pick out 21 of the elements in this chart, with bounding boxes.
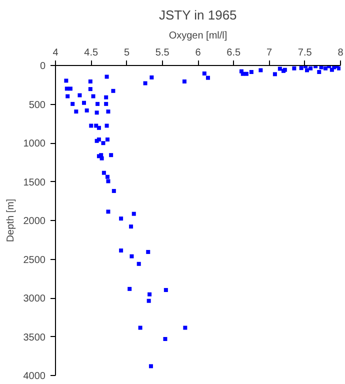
y-tick-label: 500: [28, 100, 46, 111]
y-tick-label: 4000: [23, 371, 46, 382]
y-tick-label: 2500: [23, 254, 46, 266]
x-tick-label: 5.5: [155, 48, 170, 58]
x-tick-label: 8: [338, 48, 344, 58]
y-tick-label: 3000: [23, 294, 46, 304]
x-tick-label: 6.5: [226, 48, 242, 58]
x-tick-label: 7: [266, 48, 272, 58]
y-tick-label: 2000: [23, 216, 46, 227]
x-tick-label: 7.5: [298, 48, 312, 58]
x-axis-title: Oxygen [ml/l]: [168, 30, 228, 42]
x-tick-label: 4: [52, 48, 59, 58]
x-tick-label: 5: [124, 48, 130, 58]
y-tick-label: 1000: [23, 138, 46, 150]
y-tick-label: 0: [40, 61, 46, 72]
chart-title: JSTY in 1965: [158, 8, 237, 22]
y-tick-label: 1500: [23, 177, 46, 188]
y-axis-title: Depth [m]: [5, 198, 16, 242]
x-tick-label: 6: [195, 48, 202, 58]
x-tick-label: 4.5: [84, 48, 99, 58]
y-tick-label: 3500: [23, 332, 46, 344]
